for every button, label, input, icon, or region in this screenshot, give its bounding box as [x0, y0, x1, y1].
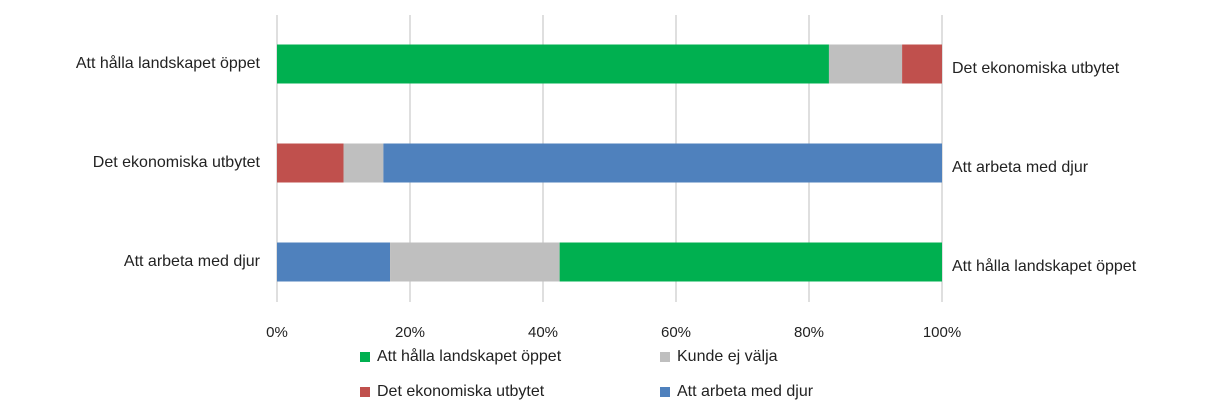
x-tick-label: 40%	[528, 324, 558, 341]
bar-segment	[828, 44, 903, 84]
bar-segment	[277, 44, 829, 84]
x-tick-label: 80%	[794, 324, 824, 341]
right-label: Att hålla landskapet öppet	[952, 257, 1137, 275]
x-tick-label: 0%	[266, 324, 288, 341]
x-tick-label: 20%	[395, 324, 425, 341]
bar-segment	[277, 242, 391, 282]
legend-swatch	[660, 352, 670, 362]
bar-segment	[383, 143, 942, 183]
legend-label: Det ekonomiska utbytet	[377, 383, 545, 400]
legend-label: Att hålla landskapet öppet	[377, 347, 562, 365]
legend-swatch	[360, 352, 370, 362]
left-label: Att arbeta med djur	[124, 253, 261, 270]
left-label: Det ekonomiska utbytet	[93, 154, 261, 171]
bar-segment	[277, 143, 344, 183]
bar-segment	[559, 242, 942, 282]
x-tick-label: 100%	[923, 324, 961, 341]
bar-segment	[343, 143, 384, 183]
legend-swatch	[360, 387, 370, 397]
x-tick-label: 60%	[661, 324, 691, 341]
legend-label: Att arbeta med djur	[677, 383, 814, 400]
legend-label: Kunde ej välja	[677, 348, 778, 365]
legend-swatch	[660, 387, 670, 397]
right-label: Att arbeta med djur	[952, 159, 1089, 176]
bar-segment	[390, 242, 560, 282]
bar-segment	[902, 44, 942, 84]
left-label: Att hålla landskapet öppet	[76, 54, 261, 72]
right-label: Det ekonomiska utbytet	[952, 60, 1120, 77]
